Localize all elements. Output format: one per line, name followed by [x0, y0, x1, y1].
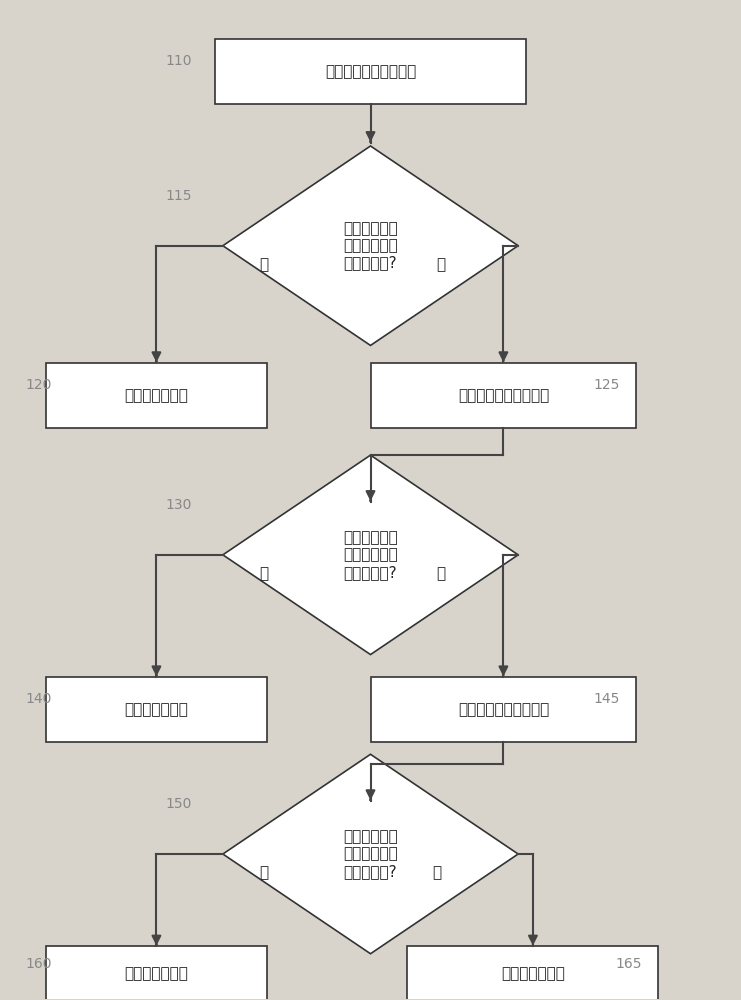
Text: 140: 140 — [25, 692, 51, 706]
Text: 150: 150 — [165, 797, 192, 811]
Text: 确定第一视觉标识因子: 确定第一视觉标识因子 — [325, 64, 416, 79]
Polygon shape — [223, 455, 518, 655]
Text: 110: 110 — [165, 54, 192, 68]
Text: 165: 165 — [616, 957, 642, 971]
Text: 否: 否 — [259, 257, 268, 272]
Text: 第一视觉标识
因子等于或处
于预定值内?: 第一视觉标识 因子等于或处 于预定值内? — [343, 221, 398, 271]
Text: 125: 125 — [594, 378, 620, 392]
FancyBboxPatch shape — [370, 677, 637, 742]
Text: 130: 130 — [165, 498, 192, 512]
Text: 确定第三视觉标识因子: 确定第三视觉标识因子 — [458, 702, 549, 717]
Text: 115: 115 — [165, 189, 192, 203]
Text: 选定个体佩戴者: 选定个体佩戴者 — [501, 966, 565, 981]
Text: 160: 160 — [25, 957, 52, 971]
FancyBboxPatch shape — [46, 677, 268, 742]
FancyBboxPatch shape — [408, 946, 659, 1000]
FancyBboxPatch shape — [370, 363, 637, 428]
Text: 是: 是 — [436, 566, 445, 581]
Text: 是: 是 — [436, 257, 445, 272]
Text: 第三视觉标识
因子等于或处
于预定值内?: 第三视觉标识 因子等于或处 于预定值内? — [343, 829, 398, 879]
FancyBboxPatch shape — [46, 363, 268, 428]
Text: 是: 是 — [433, 865, 442, 880]
Text: 以替代步骤继续: 以替代步骤继续 — [124, 966, 188, 981]
Text: 否: 否 — [259, 566, 268, 581]
Text: 120: 120 — [25, 378, 51, 392]
FancyBboxPatch shape — [216, 39, 525, 104]
Text: 确定第二视觉标识因子: 确定第二视觉标识因子 — [458, 388, 549, 403]
Polygon shape — [223, 754, 518, 954]
Text: 以替代步骤继续: 以替代步骤继续 — [124, 388, 188, 403]
FancyBboxPatch shape — [46, 946, 268, 1000]
Polygon shape — [223, 146, 518, 345]
Text: 第二视觉标识
因子等于或处
于预定值内?: 第二视觉标识 因子等于或处 于预定值内? — [343, 530, 398, 580]
Text: 否: 否 — [259, 865, 268, 880]
Text: 145: 145 — [594, 692, 620, 706]
Text: 以替代步骤继续: 以替代步骤继续 — [124, 702, 188, 717]
